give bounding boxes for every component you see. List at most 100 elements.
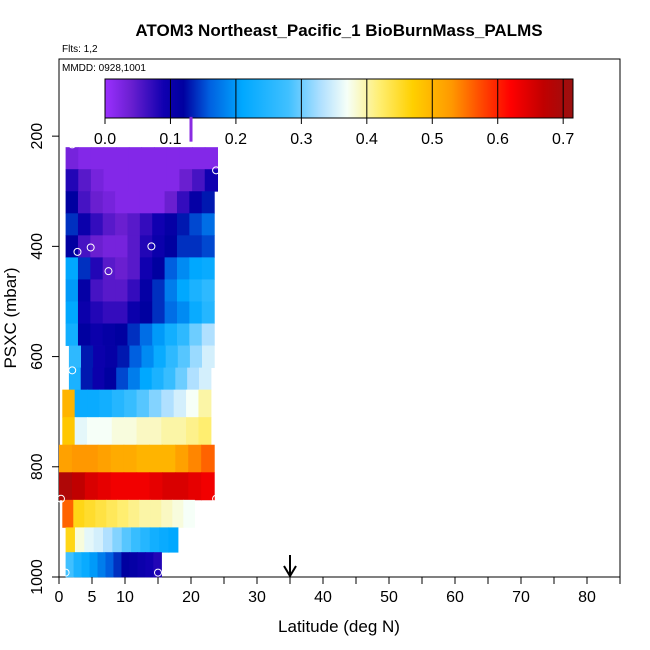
heatmap-cell bbox=[128, 169, 143, 192]
heatmap-cell bbox=[65, 301, 79, 324]
observation-points bbox=[56, 129, 221, 577]
heatmap-cell bbox=[164, 257, 178, 280]
colorbar-tick-label: 0.7 bbox=[552, 131, 574, 148]
arrow-head bbox=[283, 565, 297, 578]
heatmap-cell bbox=[176, 191, 190, 214]
heatmap-cell bbox=[139, 323, 153, 346]
observation-point bbox=[61, 568, 70, 577]
heatmap-cell bbox=[161, 417, 175, 446]
x-tick-label: 0 bbox=[55, 589, 64, 606]
heatmap-cell bbox=[187, 367, 200, 391]
heatmap-cell bbox=[110, 472, 125, 501]
heatmap-cell bbox=[136, 472, 151, 501]
heatmap-cell bbox=[90, 147, 105, 170]
heatmap-cell bbox=[62, 499, 74, 528]
heatmap-cell bbox=[154, 147, 168, 170]
colorbar-tick-label: 0.5 bbox=[421, 131, 443, 148]
heatmap-cell bbox=[189, 345, 203, 368]
heatmap-cell bbox=[115, 301, 129, 324]
heatmap-cell bbox=[93, 527, 104, 553]
heatmap-cell bbox=[127, 191, 141, 214]
heatmap-cell bbox=[175, 367, 188, 391]
colorbar: 0.0 0.1 0.2 0.3 0.4 0.5 0.6 0.7 bbox=[94, 78, 574, 148]
heatmap-cell bbox=[201, 301, 215, 324]
heatmap-cell bbox=[168, 527, 179, 553]
heatmap-cell bbox=[136, 389, 150, 418]
heatmap-cell bbox=[204, 147, 218, 170]
heatmap-cell bbox=[97, 472, 112, 501]
heatmap-cell bbox=[177, 345, 191, 368]
observation-point bbox=[147, 242, 156, 251]
heatmap-cell bbox=[102, 213, 116, 236]
heatmap-cell bbox=[148, 417, 162, 446]
heatmap-cell bbox=[99, 389, 113, 418]
heatmap-cell bbox=[65, 279, 79, 302]
heatmap-cell bbox=[90, 169, 105, 192]
heatmap-cell bbox=[102, 301, 116, 324]
heatmap-cell bbox=[162, 472, 176, 501]
y-tick-label: 1000 bbox=[29, 559, 46, 595]
heatmap-cell bbox=[65, 552, 75, 578]
heatmap-cell bbox=[173, 417, 187, 446]
heatmap-cell bbox=[117, 345, 130, 368]
heatmap-cell bbox=[90, 213, 104, 236]
heatmap-cell bbox=[149, 527, 160, 553]
colorbar-tick-label: 0.3 bbox=[290, 131, 312, 148]
colorbar-gradient bbox=[104, 78, 574, 119]
heatmap-cell bbox=[65, 147, 79, 170]
flights-annotation: Flts: 1,2 bbox=[62, 44, 98, 55]
heatmap-cell bbox=[103, 147, 117, 170]
y-tick-label: 400 bbox=[29, 233, 46, 260]
heatmap-cell bbox=[127, 323, 141, 346]
heatmap-cell bbox=[188, 444, 202, 473]
heatmap-cell bbox=[153, 552, 162, 578]
heatmap-cell bbox=[139, 235, 153, 258]
heatmap-cell bbox=[89, 552, 99, 578]
heatmap-cell bbox=[104, 367, 117, 391]
heatmap-cell bbox=[164, 235, 178, 258]
heatmap-cell bbox=[65, 169, 79, 192]
heatmap-cell bbox=[90, 323, 104, 346]
heatmap-cell bbox=[81, 552, 91, 578]
heatmap-cell bbox=[152, 191, 166, 214]
heatmap-cell bbox=[115, 235, 129, 258]
heatmap-cell bbox=[106, 499, 118, 528]
heatmap-cell bbox=[128, 499, 140, 528]
heatmap-cell bbox=[127, 235, 141, 258]
x-axis: 0 5 10 20 30 40 50 60 70 80 bbox=[55, 577, 621, 606]
y-tick-label: 200 bbox=[29, 123, 46, 150]
heatmap-cell bbox=[92, 367, 105, 391]
x-tick-label: 80 bbox=[578, 589, 596, 606]
heatmap-cell bbox=[115, 323, 129, 346]
heatmap-cell bbox=[164, 301, 178, 324]
chart-title: ATOM3 Northeast_Pacific_1 BioBurnMass_PA… bbox=[135, 21, 542, 40]
plot-frame bbox=[58, 58, 621, 578]
heatmap-cell bbox=[127, 301, 141, 324]
heatmap-layers bbox=[59, 147, 218, 578]
heatmap-cell bbox=[161, 389, 175, 418]
heatmap-cell bbox=[189, 235, 203, 258]
heatmap-cell bbox=[127, 213, 141, 236]
heatmap-cell bbox=[84, 472, 99, 501]
heatmap-cell bbox=[95, 499, 107, 528]
heatmap-cell bbox=[99, 417, 113, 446]
heatmap-cell bbox=[198, 389, 212, 418]
heatmap-cell bbox=[176, 301, 190, 324]
heatmap-cell bbox=[152, 235, 166, 258]
heatmap-cell bbox=[201, 279, 215, 302]
heatmap-cell bbox=[121, 552, 131, 578]
heatmap-cell bbox=[192, 169, 206, 192]
heatmap-cell bbox=[112, 527, 123, 553]
heatmap-cell bbox=[140, 527, 151, 553]
y-axis-label: PSXC (mbar) bbox=[1, 267, 20, 368]
heatmap-cell bbox=[73, 499, 85, 528]
observation-point bbox=[154, 568, 162, 577]
heatmap-cell bbox=[164, 279, 178, 302]
heatmap-cell bbox=[201, 191, 215, 214]
heatmap-cell bbox=[154, 169, 168, 192]
heatmap-cell bbox=[90, 235, 104, 258]
heatmap-cell bbox=[102, 191, 116, 214]
heatmap-cell bbox=[204, 169, 218, 192]
heatmap-cell bbox=[139, 499, 151, 528]
